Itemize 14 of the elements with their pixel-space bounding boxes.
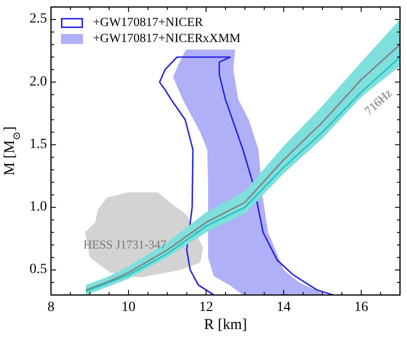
x-tick-label: 14 [276, 300, 291, 315]
y-tick-label: 2.0 [30, 74, 47, 90]
x-axis-title: R [km] [204, 317, 247, 333]
y-tick-label: 2.5 [30, 12, 47, 27]
x-tick-label: 12 [199, 300, 214, 315]
x-tick-label: 16 [354, 300, 368, 315]
x-tick-label: 10 [122, 300, 136, 315]
legend-label: +GW170817+NICERxXMM [93, 30, 240, 45]
annotation: HESS J1731-347 [83, 238, 166, 252]
y-tick-label: 1.0 [30, 200, 47, 215]
y-tick-label: 0.5 [30, 262, 47, 278]
x-tick-label: 8 [48, 300, 54, 315]
y-tick-label: 1.5 [30, 136, 47, 152]
legend-label: +GW170817+NICER [93, 14, 204, 29]
